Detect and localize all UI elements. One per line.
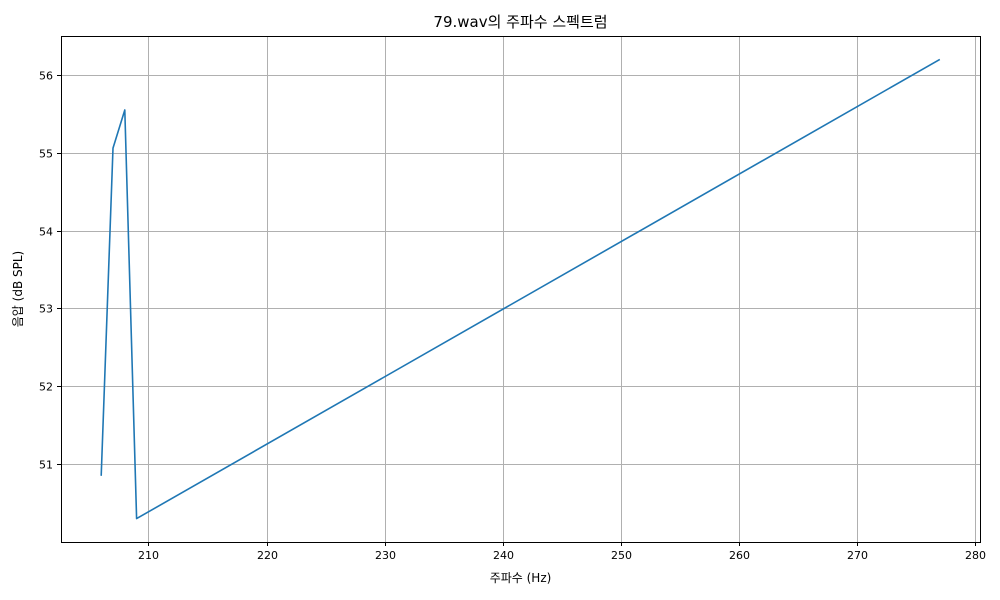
y-tick-label: 51 xyxy=(39,459,53,472)
series-line xyxy=(100,58,941,520)
y-tick-label: 53 xyxy=(39,303,53,316)
x-axis-ticks: 210 220 230 240 250 260 270 280 xyxy=(138,542,986,562)
grid xyxy=(61,36,980,542)
x-tick-label: 210 xyxy=(138,549,159,562)
y-tick-label: 52 xyxy=(39,381,53,394)
x-tick-label: 270 xyxy=(847,549,868,562)
y-tick-label: 56 xyxy=(39,70,53,83)
x-tick-label: 240 xyxy=(493,549,514,562)
chart-title: 79.wav의 주파수 스펙트럼 xyxy=(433,13,607,31)
x-tick-label: 250 xyxy=(611,549,632,562)
y-tick-label: 55 xyxy=(39,148,53,161)
y-tick-label: 54 xyxy=(39,226,53,239)
y-axis-ticks: 51 52 53 54 55 56 xyxy=(39,70,61,472)
x-tick-label: 230 xyxy=(375,549,396,562)
x-axis-label: 주파수 (Hz) xyxy=(490,571,552,585)
x-tick-label: 260 xyxy=(729,549,750,562)
x-tick-label: 220 xyxy=(257,549,278,562)
series-layer xyxy=(100,58,941,520)
x-tick-label: 280 xyxy=(965,549,986,562)
y-axis-label: 음압 (dB SPL) xyxy=(11,251,25,327)
plot-area-frame xyxy=(61,36,981,543)
